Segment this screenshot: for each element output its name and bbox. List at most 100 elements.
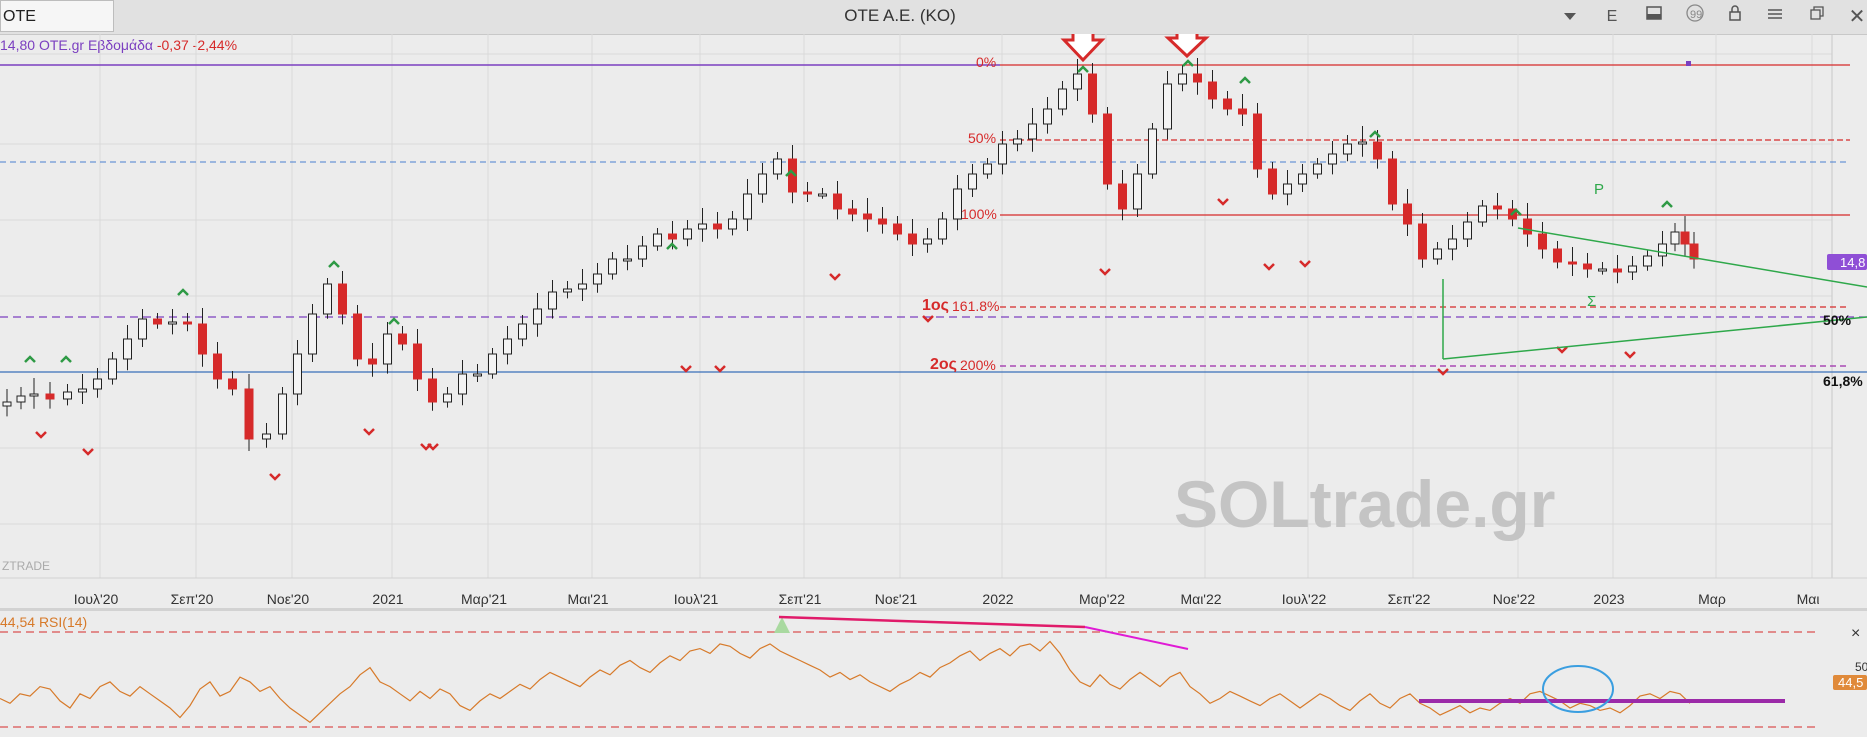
candle	[262, 433, 271, 440]
panel-icon[interactable]	[1639, 4, 1669, 30]
candle	[1133, 173, 1142, 210]
swing-high-marker	[1182, 59, 1194, 67]
watermark: SOLtrade.gr	[1174, 467, 1555, 541]
candle	[713, 223, 722, 230]
price-tag	[1827, 254, 1867, 270]
swing-low-marker	[1217, 198, 1229, 206]
candle	[45, 393, 55, 400]
menu-icon[interactable]	[1760, 4, 1790, 30]
legend-name: OTE.gr Εβδομάδα	[38, 37, 153, 53]
candle	[923, 238, 932, 245]
fib-50-label: 50%	[968, 130, 996, 146]
swing-low-marker	[680, 365, 692, 373]
fib-lines	[0, 64, 1867, 373]
candle	[458, 373, 467, 395]
candle	[1103, 113, 1112, 185]
time-tick: Μαρ'21	[461, 591, 507, 607]
time-tick: Μαι	[1797, 591, 1820, 607]
candle	[668, 233, 677, 240]
time-tick: Μαι'22	[1180, 591, 1221, 607]
candle	[1313, 163, 1322, 175]
candle	[1223, 98, 1232, 110]
candle	[1058, 88, 1067, 110]
candle	[1208, 81, 1217, 100]
swing-low-marker	[363, 428, 375, 436]
rsi-tag	[1833, 675, 1867, 690]
symbol-input[interactable]: OTE	[0, 0, 114, 32]
candle	[244, 388, 254, 440]
rsi-value: 44,54	[0, 614, 36, 630]
swing-low-marker	[1437, 368, 1449, 376]
candle	[608, 258, 617, 275]
candle	[983, 163, 992, 175]
candle	[938, 218, 947, 240]
candle	[368, 358, 377, 365]
time-tick: 2021	[372, 591, 403, 607]
time-tick: Μαι'21	[567, 591, 608, 607]
candle	[758, 173, 767, 195]
candle	[1298, 173, 1307, 185]
candle	[473, 373, 482, 377]
grid	[0, 34, 1833, 578]
rsi-divergence-extension[interactable]	[1084, 626, 1189, 650]
candle	[1643, 255, 1652, 267]
lock-icon[interactable]	[1720, 4, 1750, 30]
fib-200-label: 200%	[960, 357, 996, 373]
time-tick: Νοε'22	[1493, 591, 1536, 607]
candle	[953, 188, 962, 220]
pane-separator[interactable]	[0, 608, 1867, 611]
candle	[1670, 231, 1680, 245]
candle	[488, 353, 497, 375]
dropdown-icon[interactable]	[1555, 4, 1585, 30]
time-tick: Μαρ	[1698, 591, 1726, 607]
candle	[1553, 248, 1562, 263]
price-chart[interactable]: SOLtrade.gr ZTRADE 0% 50% 100% 1ος 161.8…	[0, 34, 1867, 634]
quote-icon[interactable]: 99	[1680, 4, 1710, 30]
candle	[1388, 158, 1397, 205]
time-tick: Ιουλ'22	[1282, 591, 1327, 607]
close-icon[interactable]: ✕	[1848, 6, 1866, 28]
rsi-close-icon[interactable]: ×	[1851, 625, 1860, 642]
swing-high-marker	[1077, 65, 1089, 73]
candle	[563, 288, 572, 293]
swing-high-marker	[177, 288, 189, 296]
target-2-label: 2ος	[930, 356, 957, 373]
swing-high-marker	[1239, 76, 1251, 84]
candle	[908, 233, 917, 245]
e-button[interactable]: E	[1606, 8, 1618, 25]
candle	[138, 318, 147, 340]
time-tick: Σεπ'20	[171, 591, 214, 607]
candle	[168, 321, 177, 325]
candle	[63, 391, 72, 400]
time-tick: Νοε'20	[267, 591, 310, 607]
rsi-highlight-circle	[1542, 665, 1614, 713]
small-logo: ZTRADE	[2, 559, 50, 573]
lower-trendline[interactable]	[1442, 316, 1867, 360]
swing-low-marker	[35, 431, 47, 439]
upper-trendline[interactable]	[1517, 227, 1867, 288]
swing-high-marker	[666, 242, 678, 250]
swing-low-marker	[829, 273, 841, 281]
rsi-divergence-line[interactable]	[778, 615, 1086, 629]
rsi-chart[interactable]: 50 44,5 ×	[0, 611, 1867, 737]
candle	[518, 323, 527, 340]
candle	[1253, 113, 1262, 170]
candle	[1538, 233, 1547, 250]
candle	[1238, 108, 1247, 115]
time-tick: Σεπ'21	[779, 591, 822, 607]
candle	[548, 291, 557, 310]
swing-low-marker	[1624, 351, 1636, 359]
line-handle[interactable]	[1686, 61, 1691, 66]
swing-low-marker	[269, 473, 281, 481]
candle	[428, 378, 437, 403]
swing-low-marker	[427, 443, 439, 451]
swing-low-marker	[1299, 260, 1311, 268]
candle	[1523, 218, 1532, 235]
restore-icon[interactable]	[1802, 4, 1832, 30]
candle	[228, 378, 237, 390]
candle	[893, 223, 902, 235]
swing-low-marker	[1263, 263, 1275, 271]
candle	[1658, 243, 1667, 257]
swing-high-marker	[1661, 200, 1673, 208]
candle	[1478, 205, 1487, 223]
